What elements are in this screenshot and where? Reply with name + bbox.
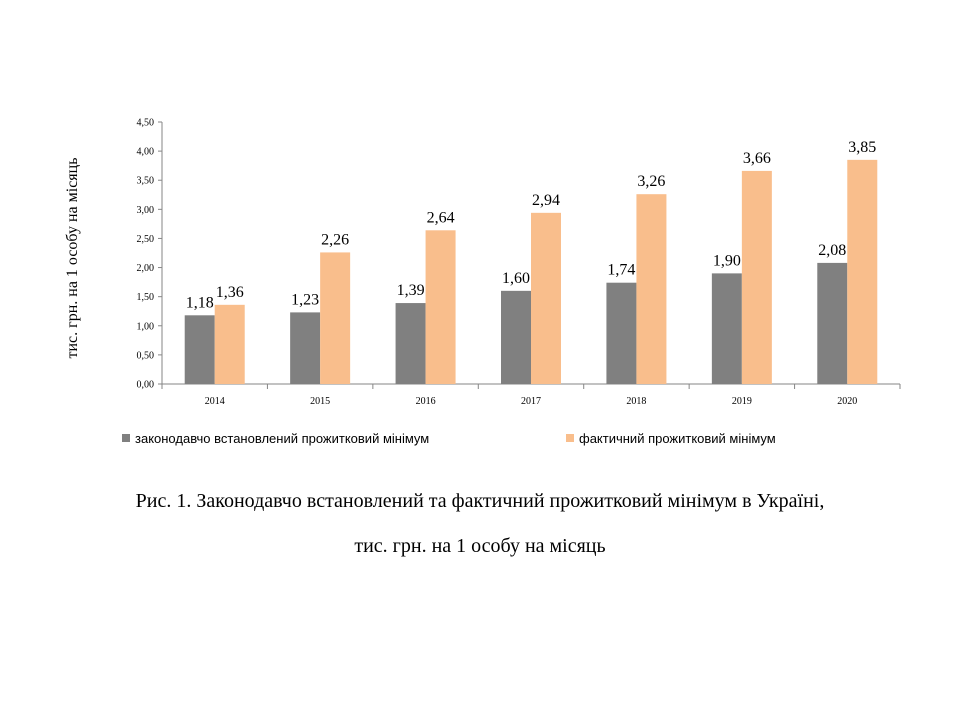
y-tick-label: 3,50 bbox=[137, 176, 155, 187]
y-tick-label: 1,00 bbox=[137, 321, 155, 332]
bar-series-1 bbox=[184, 315, 215, 384]
bar-series-2 bbox=[636, 194, 667, 384]
bar-series-2 bbox=[531, 212, 561, 384]
legend-swatch-series-2 bbox=[566, 434, 574, 442]
y-tick-label: 1,50 bbox=[137, 292, 155, 303]
y-axis-title: тис. грн. на 1 особу на місяць bbox=[64, 157, 81, 358]
x-tick-label: 2018 bbox=[626, 396, 646, 407]
data-label: 1,39 bbox=[397, 282, 425, 299]
figure-caption-line-2: тис. грн. на 1 особу на місяць bbox=[354, 535, 606, 557]
x-tick-label: 2019 bbox=[732, 396, 752, 407]
y-tick-label: 2,50 bbox=[137, 234, 155, 245]
y-tick-label: 0,00 bbox=[137, 380, 155, 391]
data-label: 2,26 bbox=[321, 231, 349, 248]
legend-swatch-series-1 bbox=[122, 434, 130, 442]
bar-series-2 bbox=[741, 170, 772, 384]
data-labels: 1,181,36 1,23 2,26 1,39 2,64 1,60 2,94 1,74 3,26… bbox=[186, 139, 877, 311]
bars bbox=[184, 159, 878, 384]
bar-series-2 bbox=[847, 159, 878, 384]
bar-series-1 bbox=[290, 312, 321, 384]
data-label: 1,74 bbox=[607, 262, 635, 279]
data-label: 2,94 bbox=[532, 192, 560, 209]
data-label: 1,60 bbox=[502, 270, 530, 287]
x-tick-label: 2015 bbox=[310, 396, 330, 407]
bar-series-2 bbox=[425, 230, 456, 384]
data-label: 2,64 bbox=[427, 209, 455, 226]
bar-series-1 bbox=[711, 273, 742, 384]
data-label: 2,08 bbox=[818, 242, 846, 259]
x-tick-label: 2016 bbox=[416, 396, 436, 407]
y-tick-label: 4,00 bbox=[137, 147, 155, 158]
y-tick-label: 2,00 bbox=[137, 263, 155, 274]
bar-series-2 bbox=[214, 304, 245, 384]
x-tick-label: 2017 bbox=[521, 396, 541, 407]
legend-label-series-1: законодавчо встановлений прожитковий мін… bbox=[135, 431, 429, 446]
data-label: 1,23 bbox=[291, 291, 319, 308]
bar-series-1 bbox=[606, 282, 637, 384]
y-tick-label: 3,00 bbox=[137, 205, 155, 216]
x-tick-label: 2014 bbox=[205, 396, 225, 407]
legend-label-series-2: фактичний прожитковий мінімум bbox=[579, 431, 776, 446]
data-label: 3,85 bbox=[848, 139, 876, 156]
data-label: 3,66 bbox=[743, 150, 771, 167]
data-label: 3,26 bbox=[637, 173, 665, 190]
x-tick-label: 2020 bbox=[837, 396, 857, 407]
y-axis-title-group: тис. грн. на 1 особу на місяць bbox=[64, 157, 81, 358]
y-tick-label: 4,50 bbox=[137, 118, 155, 129]
bar-series-1 bbox=[395, 303, 426, 384]
data-label: 1,36 bbox=[216, 284, 244, 301]
bar-series-2 bbox=[320, 252, 351, 384]
legend: законодавчо встановлений прожитковий мін… bbox=[122, 431, 776, 446]
y-axis-ticks: 0,00 0,50 1,00 1,50 2,00 2,50 3,00 3,50 4,00 4,50 bbox=[137, 118, 162, 391]
data-label: 1,18 bbox=[186, 294, 214, 311]
data-label: 1,90 bbox=[713, 252, 741, 269]
bar-series-1 bbox=[817, 262, 848, 384]
bar-series-1 bbox=[501, 290, 531, 384]
category-labels: 2014 2015 2016 2017 2018 2019 2020 bbox=[161, 384, 901, 407]
y-tick-label: 0,50 bbox=[137, 350, 155, 361]
figure-caption-line-1: Рис. 1. Законодавчо встановлений та факт… bbox=[135, 490, 825, 512]
